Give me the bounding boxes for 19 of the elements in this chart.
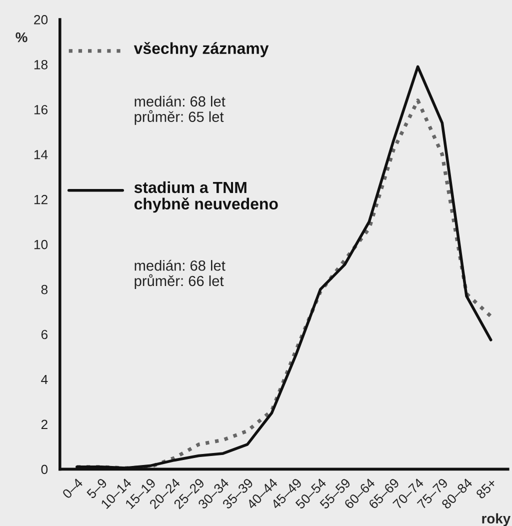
y-tick-label: 10 [34, 240, 48, 250]
y-axis-title: % [16, 32, 28, 42]
y-tick-label: 6 [41, 330, 48, 340]
y-tick-label: 0 [41, 464, 48, 474]
y-tick-label: 4 [41, 374, 48, 384]
legend-label: stadium a TNM chybně neuvedeno [134, 181, 278, 213]
y-tick-label: 8 [41, 284, 48, 294]
y-tick-label: 18 [34, 60, 48, 70]
y-tick-label: 16 [34, 104, 48, 114]
legend-label: všechny záznamy [134, 42, 269, 58]
y-tick-label: 2 [41, 420, 48, 429]
y-tick-label: 12 [34, 194, 48, 204]
annotation: medián: 68 let průměr: 65 let [134, 96, 226, 125]
x-axis-title: roky [482, 513, 511, 526]
annotation: medián: 68 let průměr: 66 let [134, 260, 226, 290]
y-tick-label: 14 [34, 150, 48, 160]
x-tick-label: 0–4 [62, 478, 84, 500]
x-tick-label: 85+ [476, 478, 498, 500]
y-tick-label: 20 [34, 15, 48, 24]
